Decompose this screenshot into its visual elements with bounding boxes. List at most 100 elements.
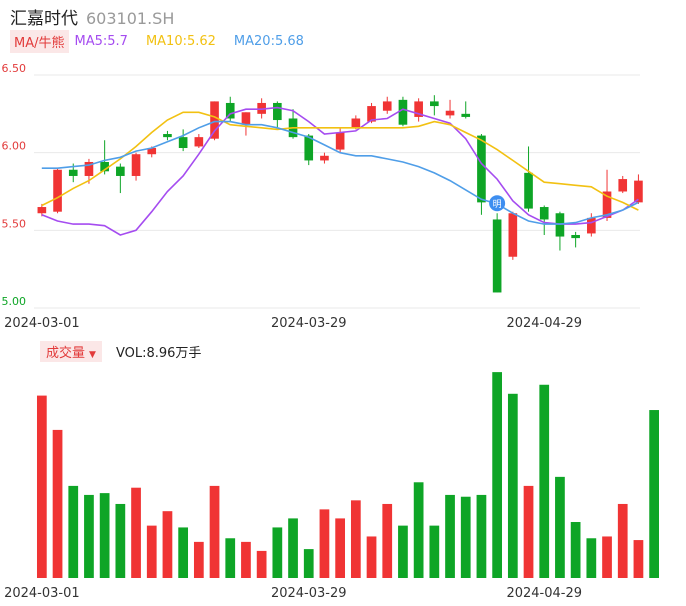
x-tick-label: 2024-04-29: [506, 586, 582, 601]
ma10-legend: MA10:5.62: [145, 33, 216, 49]
candle-body: [477, 135, 486, 203]
volume-bar: [523, 485, 534, 578]
candle-body: [508, 213, 518, 257]
candle-body: [273, 102, 282, 121]
volume-bar: [178, 527, 189, 578]
volume-bar: [429, 525, 440, 578]
candle-body: [37, 207, 47, 214]
volume-bar: [99, 493, 110, 578]
y-tick-label: 6.50: [2, 62, 27, 75]
volume-bar: [366, 536, 377, 578]
candle-body: [382, 101, 392, 111]
volume-bar: [539, 384, 550, 578]
candle-body: [351, 118, 361, 128]
candle-body: [367, 106, 376, 122]
candle-body: [461, 113, 471, 117]
volume-bar: [586, 538, 597, 578]
x-tick-label: 2024-03-29: [271, 586, 347, 601]
volume-bar: [209, 485, 220, 578]
y-tick-label: 5.00: [2, 295, 27, 308]
ma10-line: [41, 111, 639, 211]
volume-bar: [131, 487, 141, 578]
candle-body: [571, 234, 580, 239]
candle-body: [634, 180, 643, 203]
candle-body: [225, 102, 235, 119]
volume-bar: [602, 536, 612, 578]
stock-name: 汇嘉时代: [10, 9, 78, 29]
stock-header: 汇嘉时代 603101.SH: [10, 4, 175, 29]
volume-bar: [445, 494, 455, 578]
volume-bar: [225, 538, 236, 578]
volume-bar: [492, 372, 503, 578]
candle-body: [335, 132, 345, 150]
candle-body: [320, 155, 329, 161]
candle-body: [116, 166, 125, 176]
candle-body: [430, 101, 439, 107]
marker-badge-label: 明: [493, 199, 502, 210]
candle-body: [587, 217, 596, 234]
y-tick-label: 5.50: [2, 217, 27, 230]
candle-body: [602, 191, 612, 218]
volume-bar: [36, 395, 47, 578]
candle-body: [163, 134, 172, 138]
volume-bar: [162, 511, 173, 578]
volume-bar: [68, 485, 79, 578]
stock-code: 603101.SH: [86, 9, 175, 28]
candle-body: [210, 101, 219, 139]
candle-body: [304, 135, 314, 161]
x-tick-label: 2024-04-29: [506, 316, 582, 331]
ma20-legend: MA20:5.68: [233, 33, 304, 49]
volume-bar: [507, 393, 518, 578]
candle-body: [539, 207, 549, 220]
volume-bar: [398, 525, 408, 578]
volume-bar: [84, 494, 94, 578]
candle-body: [241, 112, 251, 125]
volume-value: VOL:8.96万手: [115, 345, 202, 361]
ma-legend: MA/牛熊 MA5:5.7 MA10:5.62 MA20:5.68: [10, 29, 322, 53]
volume-bar: [633, 540, 644, 578]
volume-legend: 成交量 ▼ VOL:8.96万手: [40, 340, 202, 362]
volume-bar: [193, 541, 204, 578]
volume-bar: [241, 541, 251, 578]
marker-badge: [489, 195, 506, 212]
volume-bar: [146, 525, 157, 578]
candle-body: [398, 99, 408, 125]
candle-body: [147, 148, 157, 155]
volume-bar: [303, 549, 314, 578]
ma-type-selector[interactable]: MA/牛熊: [10, 29, 69, 53]
y-tick-label: 6.00: [2, 140, 27, 153]
volume-bar: [115, 503, 126, 578]
volume-bar: [649, 410, 659, 578]
volume-bar: [350, 500, 361, 578]
x-tick-label: 2024-03-29: [271, 316, 347, 331]
volume-bar: [256, 550, 267, 578]
candle-body: [84, 161, 94, 176]
ma20-line: [41, 120, 639, 225]
volume-bar: [335, 518, 346, 578]
candle-body: [492, 219, 502, 293]
volume-bar: [272, 527, 283, 578]
x-tick-label: 2024-03-01: [4, 586, 80, 601]
volume-indicator-selector[interactable]: 成交量 ▼: [40, 340, 102, 362]
candle-body: [178, 137, 188, 149]
ma5-line: [41, 106, 639, 236]
volume-bar: [382, 503, 393, 578]
ma5-legend: MA5:5.7: [74, 33, 128, 49]
volume-bar: [319, 509, 330, 578]
candle-body: [414, 101, 423, 117]
volume-bar: [413, 482, 424, 578]
volume-bar: [52, 429, 63, 578]
x-tick-label: 2024-03-01: [4, 316, 80, 331]
volume-bar: [476, 494, 487, 578]
candle-body: [100, 161, 109, 172]
candle-body: [68, 169, 78, 176]
volume-bar: [555, 476, 565, 578]
candle-body: [131, 154, 141, 176]
volume-bar: [460, 496, 471, 578]
volume-selector-label: 成交量: [46, 345, 86, 361]
candle-body: [524, 172, 533, 209]
caret-down-icon: ▼: [89, 349, 96, 360]
candle-body: [194, 137, 204, 147]
volume-bar: [570, 522, 581, 578]
